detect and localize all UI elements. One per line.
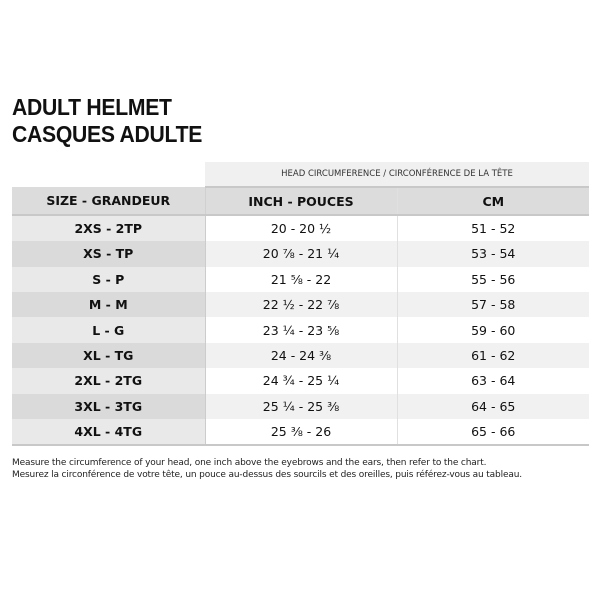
inch-cell: 25 ¼ - 25 ⅜ xyxy=(204,393,397,419)
inch-cell: 24 - 24 ⅜ xyxy=(204,342,397,369)
cm-cell: 51 - 52 xyxy=(396,214,589,242)
cm-cell: 61 - 62 xyxy=(396,342,589,369)
table-row: M - M 22 ½ - 22 ⅞ 57 - 58 xyxy=(12,291,589,318)
table-row: 4XL - 4TG 25 ⅜ - 26 65 - 66 xyxy=(12,418,589,447)
size-cell: 2XS - 2TP xyxy=(12,214,205,242)
cm-cell: 59 - 60 xyxy=(396,317,589,343)
cm-cell: 64 - 65 xyxy=(396,393,589,419)
cm-column-header: CM xyxy=(396,187,589,216)
inch-cell: 20 - 20 ½ xyxy=(204,214,397,242)
size-cell: 2XL - 2TG xyxy=(12,368,205,394)
inch-cell: 23 ¼ - 23 ⅝ xyxy=(204,317,397,343)
table-row: 3XL - 3TG 25 ¼ - 25 ⅜ 64 - 65 xyxy=(12,393,589,419)
size-cell: L - G xyxy=(12,317,205,343)
cm-cell: 57 - 58 xyxy=(396,291,589,318)
inch-column-header: INCH - POUCES xyxy=(204,187,397,216)
size-cell: S - P xyxy=(12,266,205,292)
column-header-row: SIZE - GRANDEUR INCH - POUCES CM xyxy=(12,187,589,216)
title-english: ADULT HELMET xyxy=(12,94,172,120)
size-cell: XL - TG xyxy=(12,342,205,369)
table-row: L - G 23 ¼ - 23 ⅝ 59 - 60 xyxy=(12,317,589,343)
inch-cell: 21 ⅝ - 22 xyxy=(204,266,397,292)
cm-cell: 65 - 66 xyxy=(396,418,589,447)
head-circumference-header: HEAD CIRCUMFERENCE / CIRCONFÉRENCE DE LA… xyxy=(205,162,589,189)
cm-cell: 55 - 56 xyxy=(396,266,589,292)
table-row: XL - TG 24 - 24 ⅜ 61 - 62 xyxy=(12,342,589,369)
size-chart-table: HEAD CIRCUMFERENCE / CIRCONFÉRENCE DE LA… xyxy=(12,162,589,447)
table-row: 2XL - 2TG 24 ¾ - 25 ¼ 63 - 64 xyxy=(12,368,589,394)
size-column-header: SIZE - GRANDEUR xyxy=(12,187,205,216)
group-header-row: HEAD CIRCUMFERENCE / CIRCONFÉRENCE DE LA… xyxy=(12,162,589,189)
table-row: 2XS - 2TP 20 - 20 ½ 51 - 52 xyxy=(12,214,589,242)
inch-cell: 22 ½ - 22 ⅞ xyxy=(204,291,397,318)
inch-cell: 25 ⅜ - 26 xyxy=(204,418,397,447)
inch-cell: 20 ⅞ - 21 ¼ xyxy=(204,241,397,267)
table-row: XS - TP 20 ⅞ - 21 ¼ 53 - 54 xyxy=(12,241,589,267)
cm-cell: 63 - 64 xyxy=(396,368,589,394)
size-cell: 4XL - 4TG xyxy=(12,418,205,447)
inch-cell: 24 ¾ - 25 ¼ xyxy=(204,368,397,394)
size-cell: M - M xyxy=(12,291,205,318)
cm-cell: 53 - 54 xyxy=(396,241,589,267)
measure-note-french: Mesurez la circonférence de votre tête, … xyxy=(12,470,522,480)
table-row: S - P 21 ⅝ - 22 55 - 56 xyxy=(12,266,589,292)
title-french: CASQUES ADULTE xyxy=(12,121,203,147)
size-cell: XS - TP xyxy=(12,241,205,267)
size-cell: 3XL - 3TG xyxy=(12,393,205,419)
measure-note-english: Measure the circumference of your head, … xyxy=(12,458,487,468)
